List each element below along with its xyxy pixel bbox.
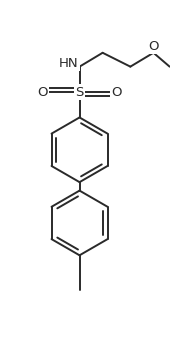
Text: S: S <box>75 85 84 99</box>
Text: O: O <box>37 85 48 99</box>
Text: O: O <box>111 85 122 99</box>
Text: HN: HN <box>59 57 79 70</box>
Text: O: O <box>148 40 159 53</box>
